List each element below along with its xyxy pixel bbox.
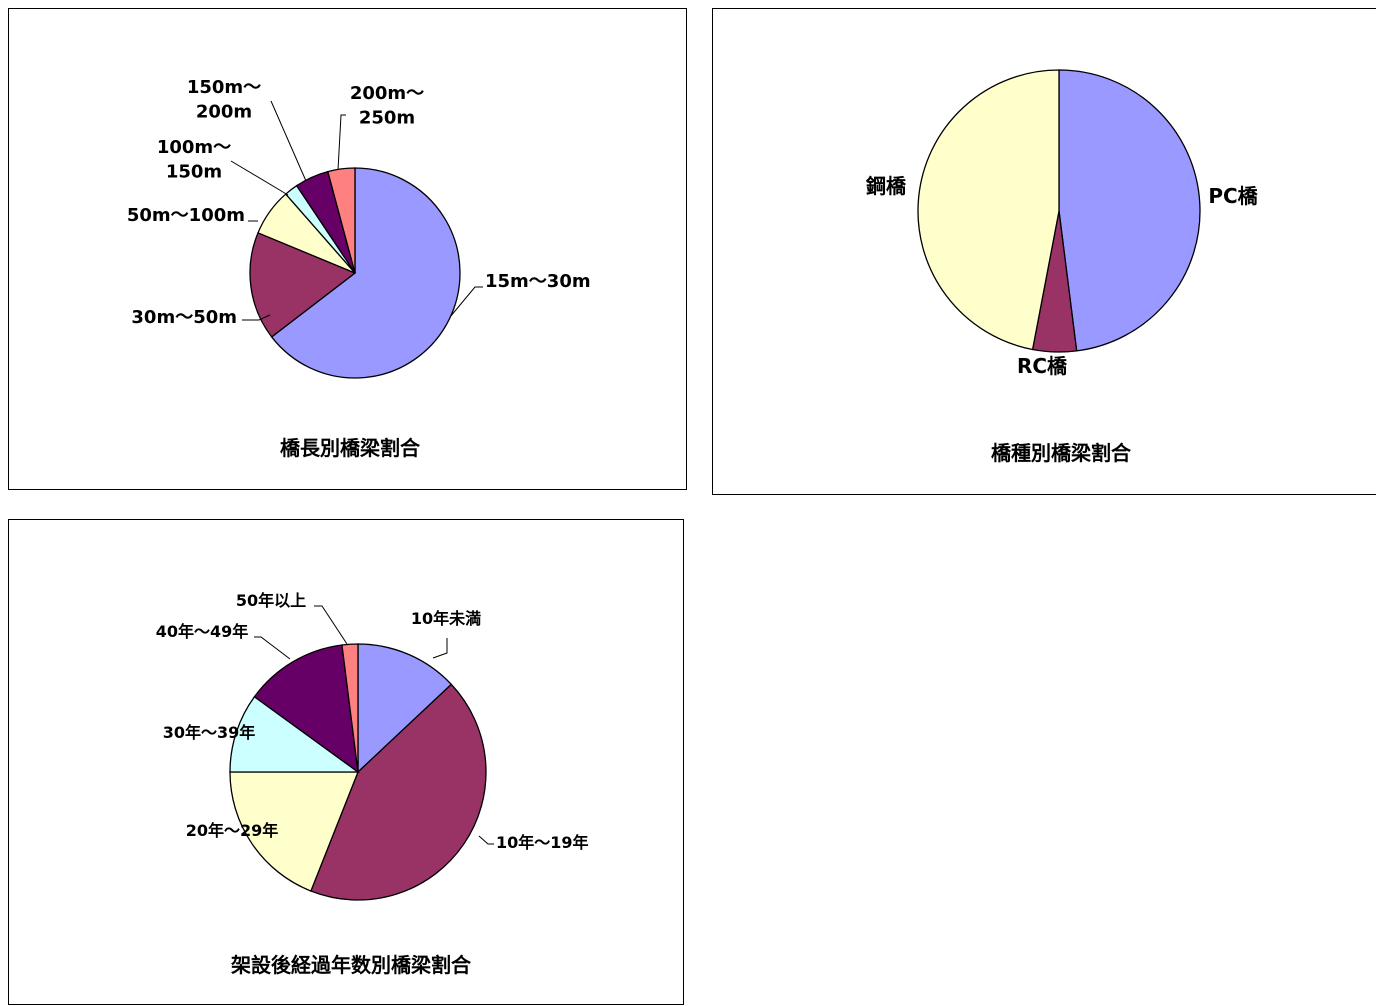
leader-line — [478, 835, 494, 845]
pie-chart-bridge-type: 橋種別橋梁割合 PC橋 RC橋 鋼橋 — [866, 69, 1259, 465]
pie-slice-1 — [357, 643, 453, 774]
slice-label: 15m～30m — [485, 271, 591, 292]
slice-label: PC橋 — [1208, 184, 1258, 208]
pie-slice-2 — [249, 231, 357, 338]
slice-label: 40年～49年 — [156, 622, 249, 641]
pie-slice-1 — [1058, 69, 1201, 352]
slice-label: 50m～100m — [127, 205, 245, 226]
slice-label: 50年以上 — [236, 591, 306, 610]
slice-label: RC橋 — [1017, 354, 1068, 378]
leader-line — [230, 160, 289, 196]
pie-chart-bridge-age: 架設後経過年数別橋梁割合 10年未満 10年～19年 20年～29年 30年～39年 4… — [156, 591, 589, 977]
slice-label: 10年～19年 — [496, 833, 589, 852]
chart-title: 橋長別橋梁割合 — [280, 436, 421, 460]
slice-label: 150m～ 200m — [187, 77, 261, 122]
leader-line — [314, 605, 348, 645]
slice-label: 30m～50m — [131, 307, 237, 328]
pie-slice-6 — [341, 643, 359, 773]
pie-slices — [229, 643, 487, 901]
slice-label: 100m～ 150m — [157, 137, 231, 182]
slice-label: 20年～29年 — [186, 821, 279, 840]
slice-label: 鋼橋 — [866, 174, 907, 198]
slice-label: 30年～39年 — [163, 723, 256, 742]
slice-label: 200m～ 250m — [350, 83, 424, 128]
pie-slice-4 — [229, 695, 361, 773]
pie-slice-3 — [917, 69, 1060, 351]
chart-panel-bridge-length: 橋長別橋梁割合 15m～30m 30m～50m 50m～100m 100m～ 150m 1… — [8, 8, 687, 490]
pie-slices — [917, 69, 1201, 353]
pie-chart-bridge-length: 橋長別橋梁割合 15m～30m 30m～50m 50m～100m 100m～ 150m 1… — [127, 77, 591, 460]
chart-title: 架設後経過年数別橋梁割合 — [231, 953, 472, 977]
slice-label: 10年未満 — [411, 609, 481, 628]
chart-panel-bridge-type: 橋種別橋梁割合 PC橋 RC橋 鋼橋 — [712, 8, 1376, 495]
pie-slices — [249, 167, 461, 379]
leader-line — [270, 100, 307, 182]
pie-slice-5 — [253, 644, 359, 774]
leader-line — [432, 638, 448, 659]
chart-panel-bridge-age: 架設後経過年数別橋梁割合 10年未満 10年～19年 20年～29年 30年～39年 4… — [8, 519, 684, 1005]
leader-line — [254, 636, 291, 660]
chart-title: 橋種別橋梁割合 — [991, 441, 1132, 465]
pie-slice-6 — [327, 167, 356, 274]
pie-slice-1 — [270, 167, 461, 379]
leader-line — [242, 314, 271, 321]
leader-line — [337, 114, 346, 171]
pie-slice-2 — [310, 683, 487, 901]
pie-slice-3 — [229, 771, 359, 892]
leader-line — [449, 286, 483, 318]
